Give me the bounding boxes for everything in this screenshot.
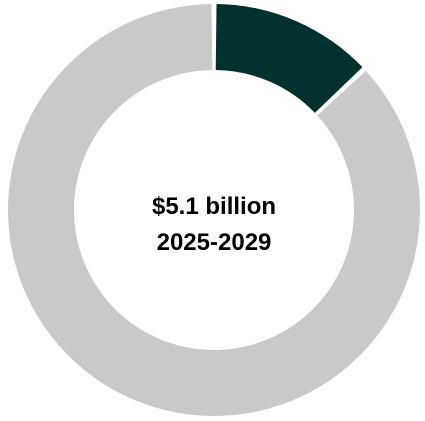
center-label-period: 2025-2029 (157, 229, 272, 256)
center-label-amount: $5.1 billion (152, 193, 276, 220)
donut-slice-2 (7, 4, 420, 416)
donut-slices (7, 4, 420, 416)
donut-slice-1 (215, 4, 363, 113)
